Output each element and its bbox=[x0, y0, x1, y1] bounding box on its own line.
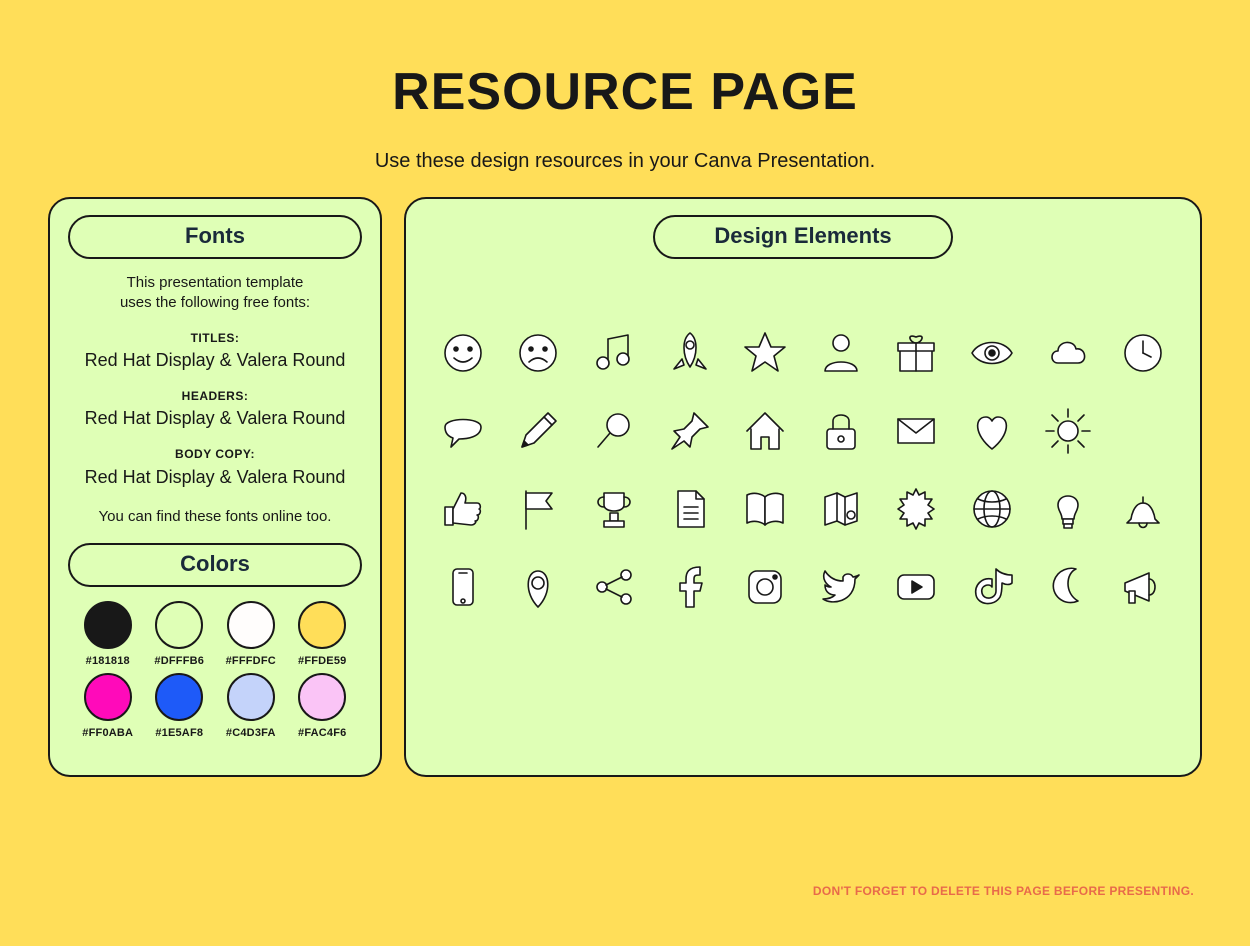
page-title: RESOURCE PAGE bbox=[0, 62, 1250, 122]
youtube-icon bbox=[888, 563, 946, 611]
swatch-label: #181818 bbox=[74, 655, 142, 667]
smile-icon bbox=[434, 329, 492, 377]
globe-icon bbox=[963, 485, 1021, 533]
body-label: BODY COPY: bbox=[68, 446, 362, 462]
twitter-icon bbox=[812, 563, 870, 611]
swatch-label: #FFFDFC bbox=[217, 655, 285, 667]
swatch-label: #FFDE59 bbox=[289, 655, 357, 667]
moon-icon bbox=[1039, 563, 1097, 611]
page-subtitle: Use these design resources in your Canva… bbox=[0, 150, 1250, 173]
titles-label: TITLES: bbox=[68, 330, 362, 346]
fonts-intro-line2: uses the following free fonts: bbox=[68, 293, 362, 313]
swatch-label: #FAC4F6 bbox=[289, 727, 357, 739]
user-icon bbox=[812, 329, 870, 377]
swatch-circle bbox=[227, 601, 275, 649]
fonts-heading: Fonts bbox=[68, 215, 362, 259]
pencil-icon bbox=[510, 407, 568, 455]
headers-value: Red Hat Display & Valera Round bbox=[68, 406, 362, 430]
fonts-colors-panel: Fonts This presentation template uses th… bbox=[48, 197, 382, 777]
speech-icon bbox=[434, 407, 492, 455]
frown-icon bbox=[510, 329, 568, 377]
headers-label: HEADERS: bbox=[68, 388, 362, 404]
elements-heading: Design Elements bbox=[653, 215, 953, 259]
phone-icon bbox=[434, 563, 492, 611]
trophy-icon bbox=[585, 485, 643, 533]
flag-icon bbox=[510, 485, 568, 533]
gear-icon bbox=[888, 485, 946, 533]
color-swatch: #FF0ABA bbox=[74, 673, 142, 739]
swatch-label: #1E5AF8 bbox=[146, 727, 214, 739]
color-swatch: #C4D3FA bbox=[217, 673, 285, 739]
body-value: Red Hat Display & Valera Round bbox=[68, 465, 362, 489]
pin-icon bbox=[661, 407, 719, 455]
location-icon bbox=[510, 563, 568, 611]
facebook-icon bbox=[661, 563, 719, 611]
cloud-icon bbox=[1039, 329, 1097, 377]
swatch-circle bbox=[298, 673, 346, 721]
rocket-icon bbox=[661, 329, 719, 377]
swatch-circle bbox=[155, 601, 203, 649]
lock-icon bbox=[812, 407, 870, 455]
mail-icon bbox=[888, 407, 946, 455]
thumbs-up-icon bbox=[434, 485, 492, 533]
megaphone-icon bbox=[1114, 563, 1172, 611]
home-icon bbox=[736, 407, 794, 455]
swatch-grid: #181818 #DFFFB6#FFFDFC #FFDE59 #FF0ABA #1E5A… bbox=[68, 601, 362, 739]
swatch-label: #FF0ABA bbox=[74, 727, 142, 739]
tiktok-icon bbox=[963, 563, 1021, 611]
color-swatch: #DFFFB6 bbox=[146, 601, 214, 667]
document-icon bbox=[661, 485, 719, 533]
colors-heading: Colors bbox=[68, 543, 362, 587]
swatch-circle bbox=[227, 673, 275, 721]
heart-icon bbox=[963, 407, 1021, 455]
gift-icon bbox=[888, 329, 946, 377]
titles-value: Red Hat Display & Valera Round bbox=[68, 348, 362, 372]
fonts-footer: You can find these fonts online too. bbox=[68, 507, 362, 527]
color-swatch: #FAC4F6 bbox=[289, 673, 357, 739]
share-icon bbox=[585, 563, 643, 611]
search-icon bbox=[585, 407, 643, 455]
swatch-circle bbox=[298, 601, 346, 649]
bell-icon bbox=[1114, 485, 1172, 533]
swatch-circle bbox=[84, 601, 132, 649]
clock-icon bbox=[1114, 329, 1172, 377]
lightbulb-icon bbox=[1039, 485, 1097, 533]
eye-icon bbox=[963, 329, 1021, 377]
star-icon bbox=[736, 329, 794, 377]
map-icon bbox=[812, 485, 870, 533]
swatch-label: #DFFFB6 bbox=[146, 655, 214, 667]
sun-icon bbox=[1039, 407, 1097, 455]
book-icon bbox=[736, 485, 794, 533]
icons-grid bbox=[424, 329, 1182, 611]
instagram-icon bbox=[736, 563, 794, 611]
blank-cell bbox=[1114, 407, 1172, 455]
swatch-label: #C4D3FA bbox=[217, 727, 285, 739]
color-swatch: #FFFDFC bbox=[217, 601, 285, 667]
swatch-circle bbox=[84, 673, 132, 721]
music-icon bbox=[585, 329, 643, 377]
color-swatch: #181818 bbox=[74, 601, 142, 667]
color-swatch: #FFDE59 bbox=[289, 601, 357, 667]
design-elements-panel: Design Elements bbox=[404, 197, 1202, 777]
footnote: DON'T FORGET TO DELETE THIS PAGE BEFORE … bbox=[813, 884, 1194, 898]
color-swatch: #1E5AF8 bbox=[146, 673, 214, 739]
swatch-circle bbox=[155, 673, 203, 721]
fonts-intro-line1: This presentation template bbox=[68, 273, 362, 293]
